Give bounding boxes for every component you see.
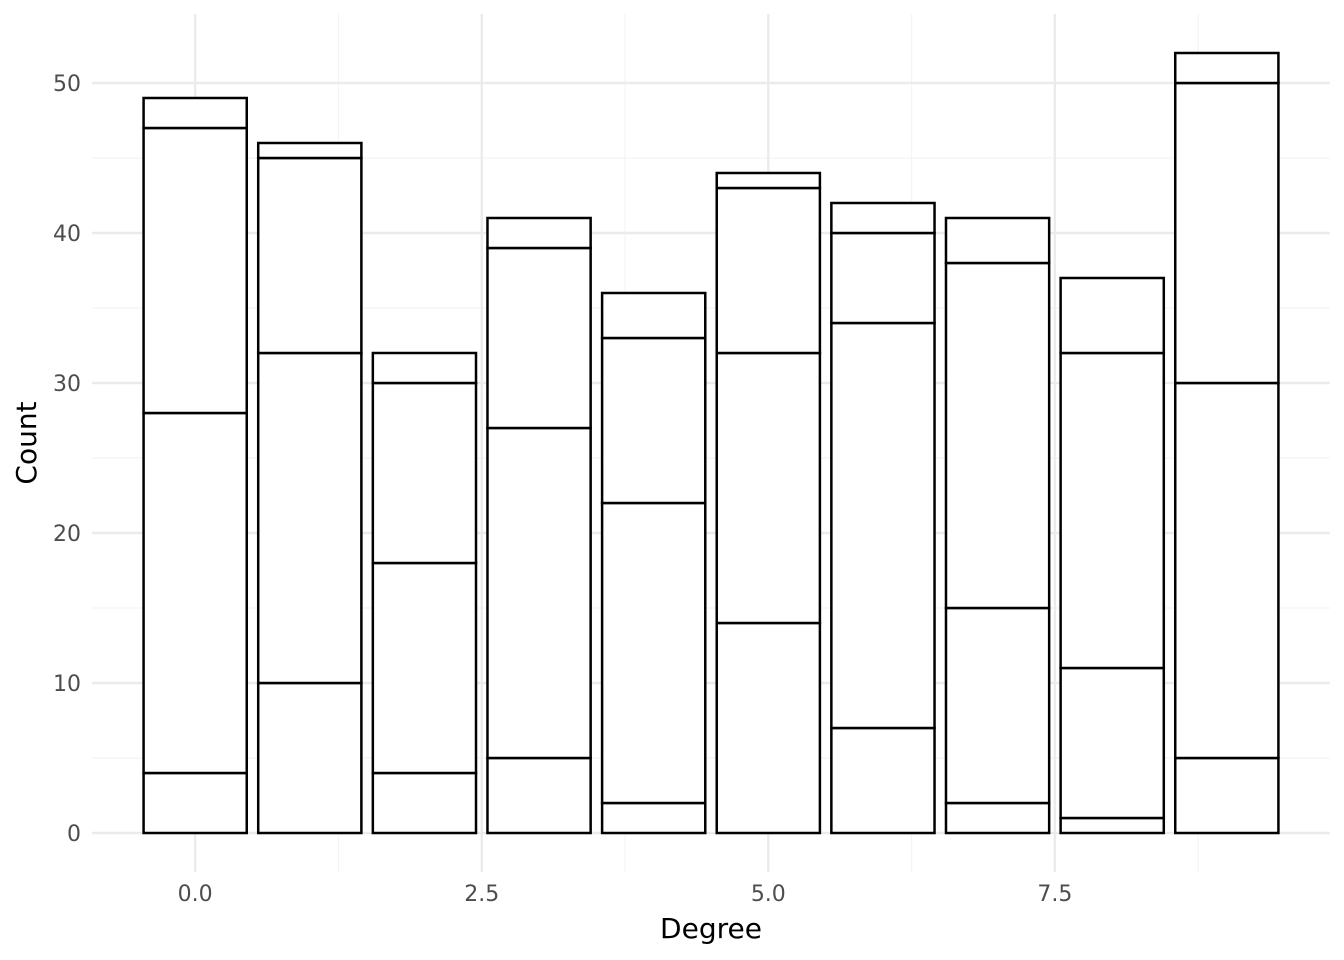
x-tick-label: 0.0 — [178, 882, 213, 907]
bar-segment — [142, 411, 248, 775]
bar-7 — [944, 216, 1051, 835]
bar-segment — [944, 801, 1051, 835]
bar-segment — [944, 261, 1051, 610]
bar-segment — [486, 246, 592, 430]
bar-segment — [371, 561, 478, 775]
bar-segment — [600, 801, 707, 835]
bar-segment — [600, 336, 707, 505]
bar-segment — [256, 351, 363, 685]
y-tick-label: 0 — [67, 822, 81, 847]
bar-segment — [486, 426, 592, 760]
x-tick-label: 7.5 — [1037, 882, 1072, 907]
bar-segment — [142, 771, 248, 835]
bar-segment — [256, 141, 363, 160]
x-tick-label: 2.5 — [464, 882, 499, 907]
bar-segment — [1059, 816, 1166, 835]
bar-segment — [600, 291, 707, 340]
bar-segment — [830, 231, 936, 325]
bar-segment — [486, 756, 592, 835]
bar-segment — [715, 171, 822, 190]
y-tick-label: 30 — [53, 372, 81, 397]
bar-segment — [830, 321, 936, 730]
bar-1 — [256, 141, 363, 835]
y-tick-label: 40 — [53, 222, 81, 247]
bar-9 — [1174, 51, 1280, 835]
bar-segment — [600, 501, 707, 805]
bar-segment — [1059, 666, 1166, 820]
bar-segment — [830, 726, 936, 835]
bar-3 — [486, 216, 592, 835]
x-axis-ticks: 0.0 2.5 5.0 7.5 — [178, 882, 1073, 907]
bar-2 — [371, 351, 478, 835]
bar-segment — [1174, 756, 1280, 835]
bar-segment — [944, 216, 1051, 265]
bar-segment — [256, 681, 363, 835]
bar-segment — [371, 351, 478, 385]
bar-0 — [142, 96, 248, 835]
bar-4 — [600, 291, 707, 835]
y-tick-label: 50 — [53, 72, 81, 97]
bar-segment — [142, 96, 248, 130]
bar-segment — [715, 351, 822, 625]
x-tick-label: 5.0 — [751, 882, 786, 907]
bar-segment — [944, 606, 1051, 805]
bar-segment — [830, 201, 936, 235]
bar-segment — [1174, 81, 1280, 385]
bar-segment — [256, 156, 363, 355]
y-axis-title: Count — [10, 401, 43, 484]
bar-segment — [1059, 276, 1166, 355]
bar-segment — [371, 771, 478, 835]
bar-8 — [1059, 276, 1166, 835]
bar-segment — [142, 126, 248, 415]
y-tick-label: 10 — [53, 672, 81, 697]
bar-segment — [486, 216, 592, 250]
bar-5 — [715, 171, 822, 835]
bar-segment — [715, 621, 822, 835]
bar-segment — [1059, 351, 1166, 670]
bars — [142, 51, 1280, 835]
y-axis-ticks: 0 10 20 30 40 50 — [53, 72, 81, 847]
bar-segment — [1174, 51, 1280, 85]
y-tick-label: 20 — [53, 522, 81, 547]
bar-6 — [830, 201, 936, 835]
bar-segment — [1174, 381, 1280, 760]
x-axis-title: Degree — [660, 912, 762, 945]
bar-segment — [715, 186, 822, 355]
bar-segment — [371, 381, 478, 565]
